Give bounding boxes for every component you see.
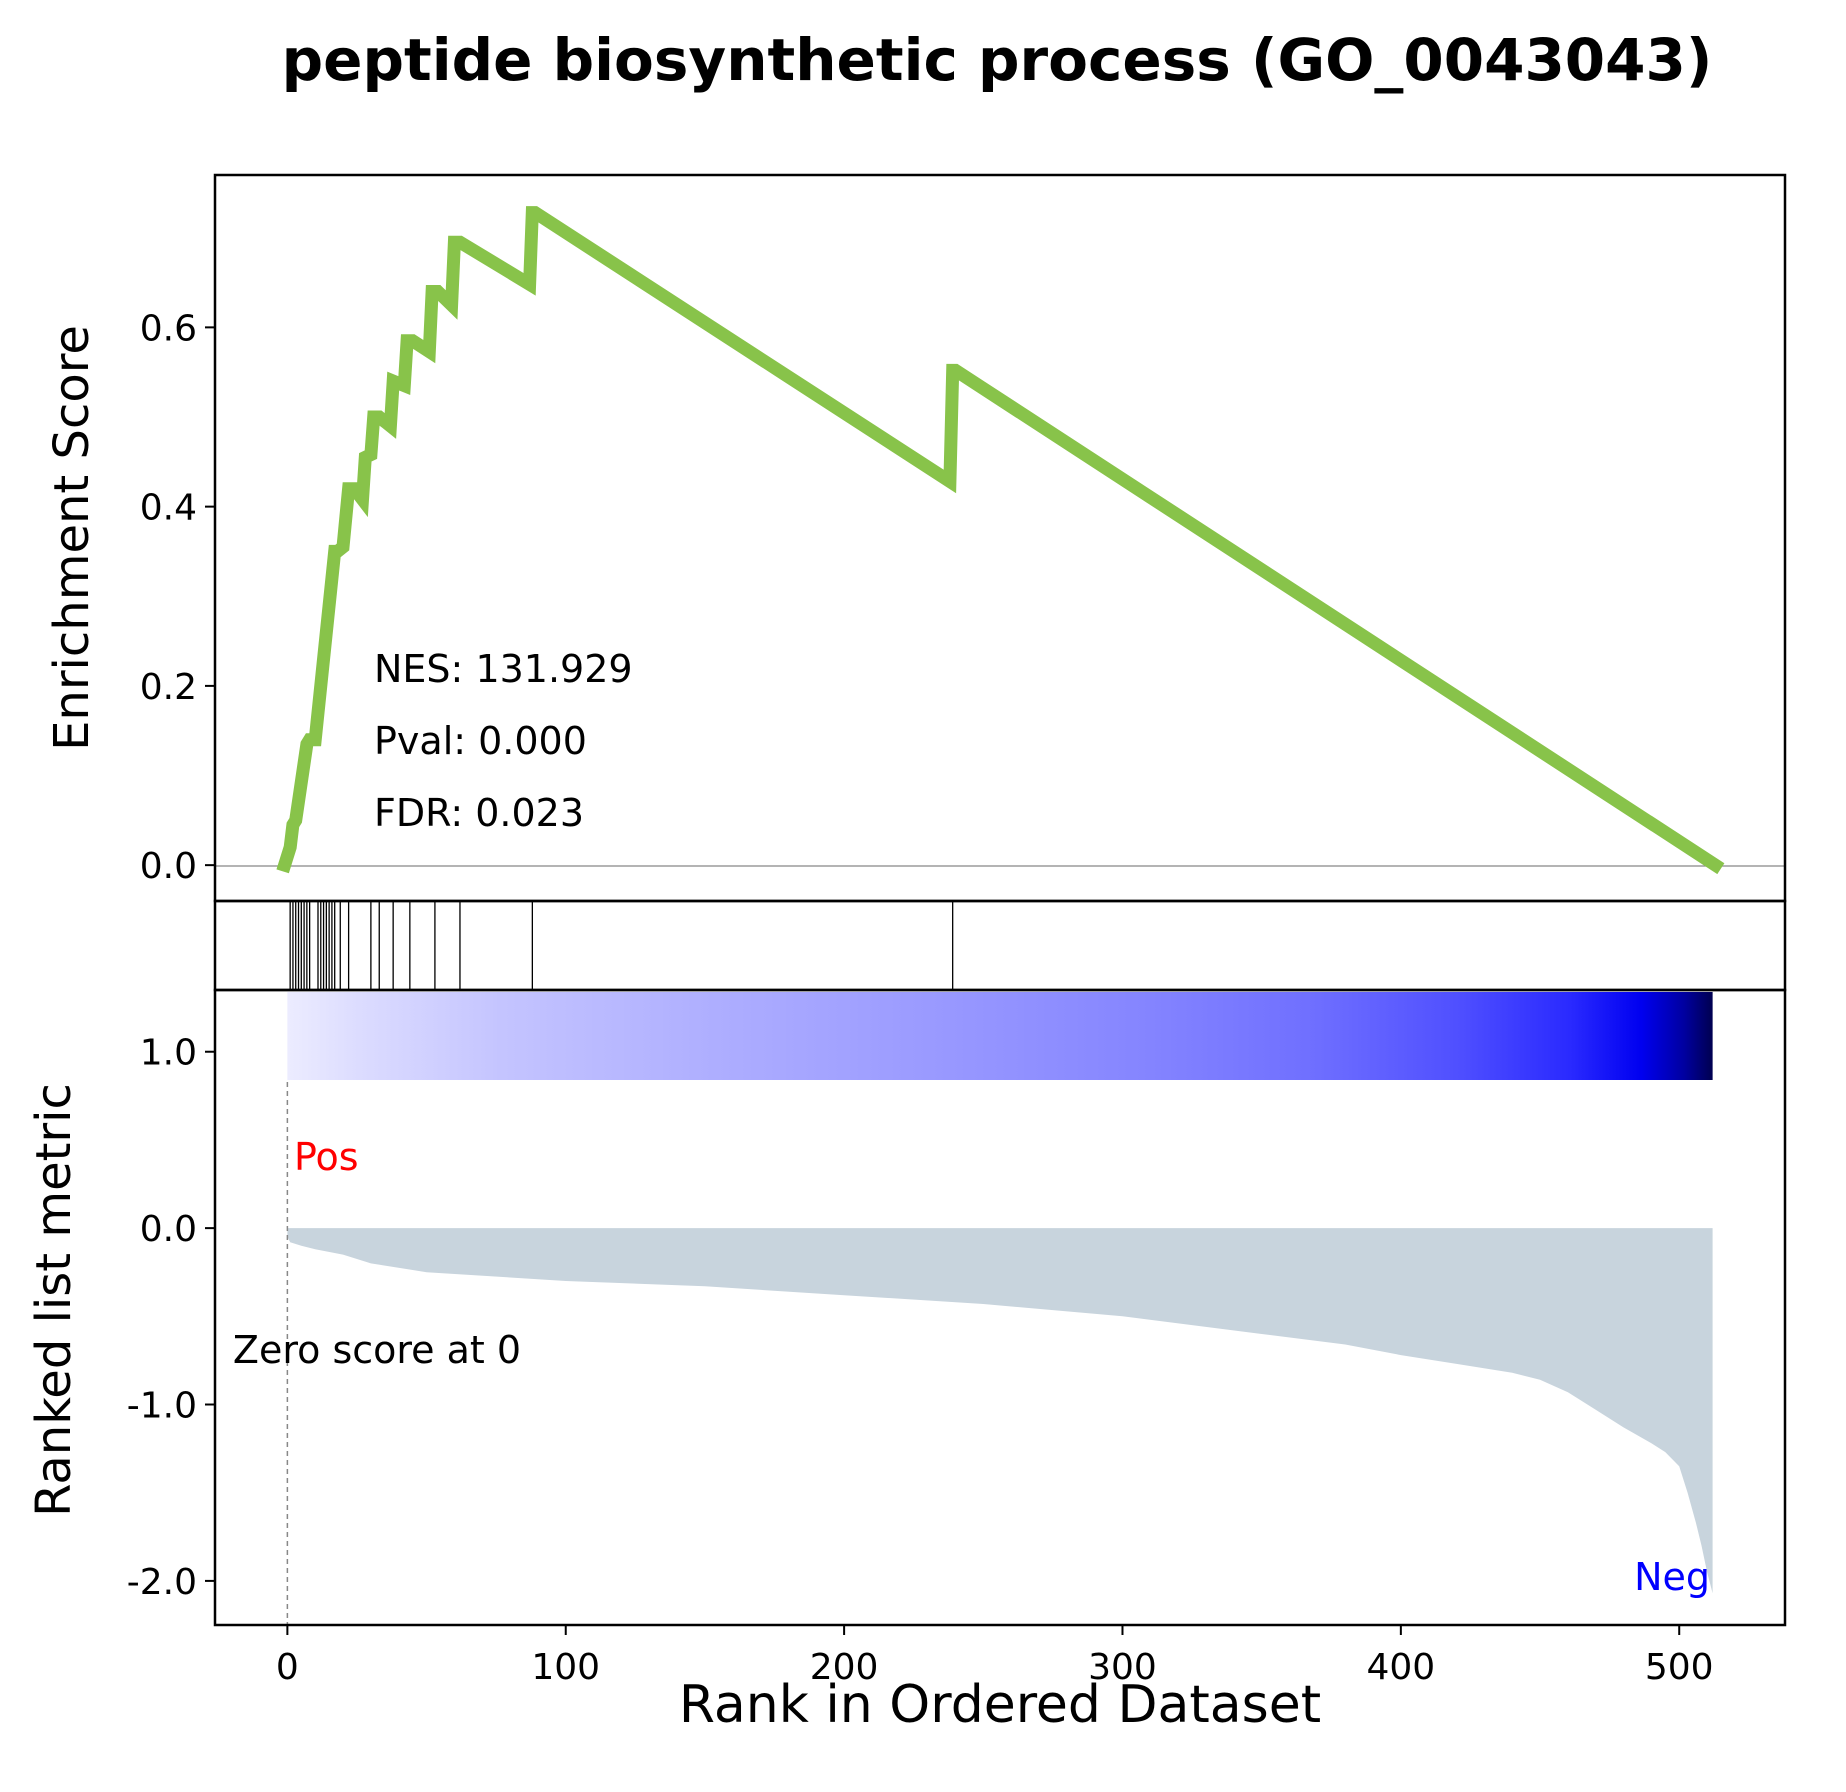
neg-label: Neg bbox=[1634, 1555, 1710, 1599]
hit-lines bbox=[289, 901, 954, 990]
ranked-metric-area bbox=[287, 1228, 1713, 1594]
zero-score-label: Zero score at 0 bbox=[233, 1328, 521, 1372]
es-y-tick-label: 0.4 bbox=[140, 488, 197, 529]
rank-y-ticks: 1.0 0.0 -1.0 -2.0 bbox=[127, 1033, 215, 1603]
rank-y-tick-label: -2.0 bbox=[127, 1562, 197, 1603]
gene-hits-panel bbox=[213, 899, 1787, 992]
es-y-axis-label: Enrichment Score bbox=[44, 325, 100, 751]
rank-y-tick-label: -1.0 bbox=[127, 1386, 197, 1427]
fdr-stat-label: FDR: 0.023 bbox=[374, 791, 584, 835]
es-curve bbox=[276, 206, 1725, 875]
ranked-metric-panel: 1.0 0.0 -1.0 -2.0 Pos Zero score at 0 Neg R… bbox=[26, 988, 1787, 1627]
x-axis-ticks: 0 100 200 300 400 500 bbox=[276, 1625, 1714, 1688]
enrichment-score-panel: 0.0 0.2 0.4 0.6 NES: 131.929 Pval: 0.000 FD… bbox=[44, 173, 1787, 903]
rank-y-tick-label: 0.0 bbox=[140, 1209, 197, 1250]
x-axis-label: Rank in Ordered Dataset bbox=[679, 1675, 1321, 1735]
rank-y-axis-label: Ranked list metric bbox=[26, 1083, 82, 1517]
chart-title: peptide biosynthetic process (GO_0043043… bbox=[282, 26, 1713, 94]
nes-stat-label: NES: 131.929 bbox=[374, 647, 633, 691]
pval-stat-label: Pval: 0.000 bbox=[374, 719, 587, 763]
x-tick-label: 500 bbox=[1645, 1647, 1714, 1688]
es-y-tick-label: 0.2 bbox=[140, 667, 197, 708]
rank-y-tick-label: 1.0 bbox=[140, 1033, 197, 1074]
es-y-tick-label: 0.0 bbox=[140, 846, 197, 887]
es-y-tick-label: 0.6 bbox=[140, 308, 197, 349]
rank-color-gradient-bar bbox=[287, 992, 1713, 1080]
x-tick-label: 300 bbox=[1088, 1647, 1157, 1688]
rank-panel-frame bbox=[213, 988, 1787, 1627]
pos-label: Pos bbox=[294, 1135, 359, 1179]
x-tick-label: 200 bbox=[810, 1647, 879, 1688]
es-y-ticks: 0.0 0.2 0.4 0.6 bbox=[140, 308, 215, 887]
x-tick-label: 0 bbox=[276, 1647, 299, 1688]
hits-panel-frame bbox=[213, 899, 1787, 992]
x-tick-label: 400 bbox=[1366, 1647, 1435, 1688]
x-tick-label: 100 bbox=[531, 1647, 600, 1688]
